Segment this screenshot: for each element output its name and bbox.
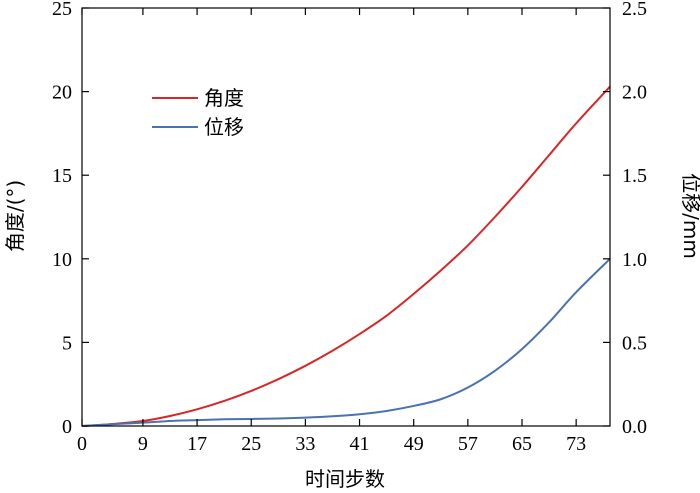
tick-labels: 0 9 17 25 33 41 49 57 65 73 0 5 10 15 20 25 0.0 0.5 1.0 1.5…	[52, 0, 647, 455]
x-tick-label: 49	[404, 433, 424, 455]
legend-label-displacement: 位移	[204, 115, 244, 139]
y-left-tick-label: 15	[52, 165, 72, 187]
y-left-tick-label: 25	[52, 0, 72, 20]
y-left-axis-title: 角度/(°)	[3, 180, 27, 252]
axis-ticks	[81, 7, 610, 427]
y-right-tick-label: 2.0	[622, 82, 647, 104]
y-right-tick-label: 1.0	[622, 249, 647, 271]
y-left-tick-label: 0	[62, 416, 72, 438]
y-left-tick-label: 10	[52, 249, 72, 271]
x-tick-label: 0	[77, 433, 87, 455]
y-right-tick-label: 0.5	[622, 332, 647, 354]
x-tick-label: 25	[241, 433, 261, 455]
y-right-axis-title: 位移/mm	[679, 173, 700, 259]
legend-label-angle: 角度	[204, 86, 244, 110]
plot-area	[81, 85, 611, 427]
x-tick-label: 65	[512, 433, 532, 455]
x-tick-label: 9	[138, 433, 148, 455]
y-right-tick-label: 1.5	[622, 165, 647, 187]
series-line-angle	[81, 85, 611, 427]
series-line-displacement	[81, 258, 611, 427]
x-tick-label: 73	[566, 433, 586, 455]
x-tick-label: 17	[187, 433, 207, 455]
y-right-tick-label: 0.0	[622, 416, 647, 438]
x-tick-label: 57	[458, 433, 478, 455]
x-axis-title: 时间步数	[305, 467, 385, 491]
legend: 角度 位移	[152, 86, 244, 139]
x-tick-label: 33	[295, 433, 315, 455]
y-left-tick-label: 20	[52, 82, 72, 104]
plot-frame	[81, 7, 611, 427]
y-right-tick-label: 2.5	[622, 0, 647, 20]
x-tick-label: 41	[350, 433, 370, 455]
y-left-tick-label: 5	[62, 332, 72, 354]
